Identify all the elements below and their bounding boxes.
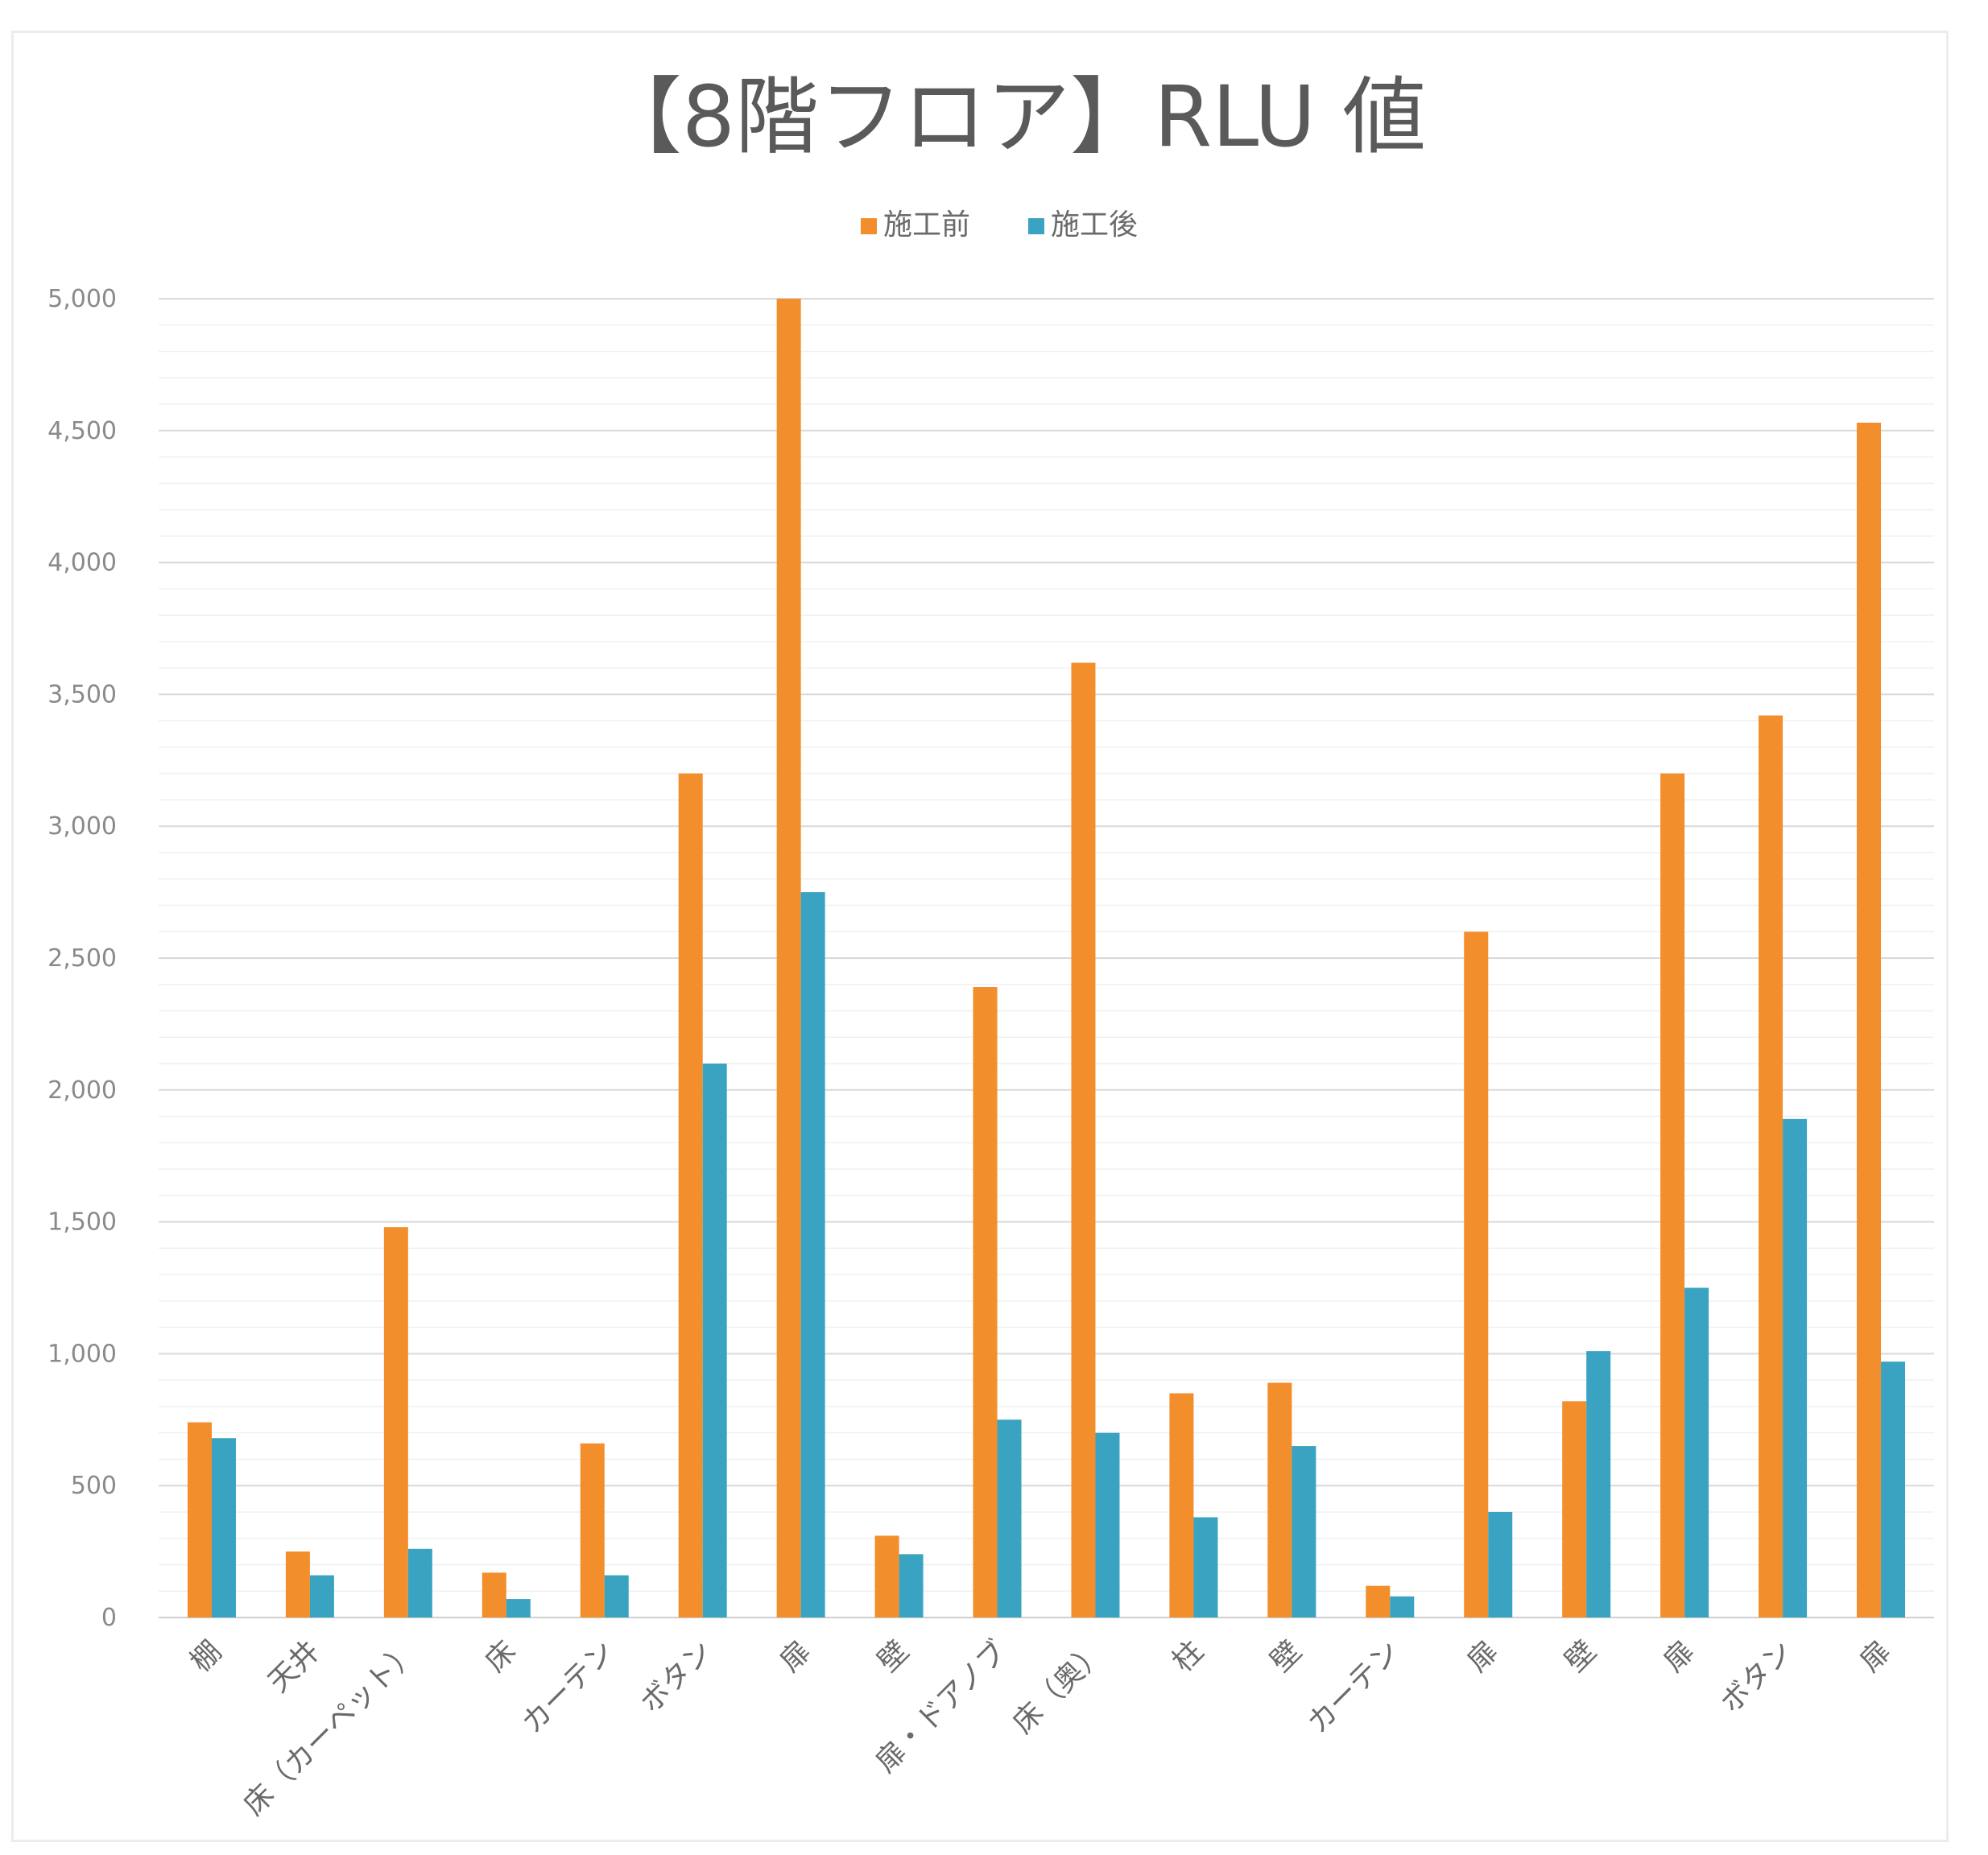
bar-after xyxy=(1095,1432,1120,1617)
y-tick-label: 4,500 xyxy=(48,417,117,445)
x-tick-label: 扉 xyxy=(1854,1634,1897,1678)
x-tick-label: ボタン xyxy=(634,1634,719,1719)
bar-after xyxy=(1684,1287,1709,1617)
x-tick-label: 棚 xyxy=(184,1634,228,1678)
legend-label: 施工後 xyxy=(1051,209,1138,242)
bar-after xyxy=(702,1064,727,1617)
bar-after xyxy=(997,1419,1022,1617)
legend-swatch xyxy=(861,218,877,234)
bar-before xyxy=(285,1551,310,1617)
x-tick-label: 柱 xyxy=(1166,1634,1209,1678)
x-tick-label: カーテン xyxy=(515,1634,621,1740)
x-axis: 棚天井床（カーペット） 床カーテン ボタン扉壁扉・ドアノブ床（奥）柱壁カーテン扉壁扉… xyxy=(184,1634,1898,1822)
bar-before xyxy=(1562,1401,1587,1617)
bar-before xyxy=(1660,773,1685,1618)
bar-before xyxy=(678,773,703,1618)
x-tick-label: 床（奥） xyxy=(1006,1634,1112,1740)
bar-after xyxy=(800,892,825,1617)
bars xyxy=(187,299,1906,1618)
y-tick-label: 2,500 xyxy=(48,944,117,973)
bar-before xyxy=(1857,422,1882,1618)
bar-after xyxy=(506,1599,531,1617)
bar-after xyxy=(1292,1446,1316,1617)
x-tick-label: 天井 xyxy=(262,1634,326,1699)
y-tick-label: 3,500 xyxy=(48,680,117,709)
x-tick-label: 扉 xyxy=(1461,1634,1504,1678)
x-tick-label: 床（カーペット） xyxy=(238,1634,425,1822)
bar-after xyxy=(407,1548,432,1617)
y-tick-label: 500 xyxy=(71,1472,117,1500)
x-tick-label: ボタン xyxy=(1714,1634,1799,1719)
bar-after xyxy=(1193,1517,1218,1617)
y-tick-label: 3,000 xyxy=(48,812,117,841)
bar-before xyxy=(776,299,801,1617)
x-tick-label: 扉 xyxy=(1657,1634,1701,1678)
x-tick-label: 壁 xyxy=(1264,1634,1308,1678)
bar-after xyxy=(309,1575,334,1617)
x-tick-label: 壁 xyxy=(871,1634,915,1678)
bar-before xyxy=(973,987,998,1617)
y-tick-label: 1,000 xyxy=(48,1340,117,1368)
bar-after xyxy=(899,1554,924,1617)
x-tick-label: 壁 xyxy=(1559,1634,1602,1678)
legend-label: 施工前 xyxy=(883,209,970,242)
y-tick-label: 4,000 xyxy=(48,549,117,577)
bar-before xyxy=(1071,663,1096,1617)
bar-after xyxy=(1586,1351,1611,1617)
bar-before xyxy=(1169,1393,1194,1617)
legend: 施工前 施工後 xyxy=(861,209,1138,242)
legend-swatch xyxy=(1028,218,1044,234)
x-tick-label: カーテン xyxy=(1301,1634,1407,1740)
bar-after xyxy=(604,1575,629,1617)
bar-before xyxy=(1759,715,1783,1618)
chart-frame: 【8階フロア】RLU 値 施工前 施工後 0 500 1,000 1,500 2,000 2… xyxy=(11,31,1949,1842)
bar-after xyxy=(1881,1361,1906,1617)
y-tick-label: 1,500 xyxy=(48,1208,117,1237)
grid xyxy=(159,298,1934,1618)
chart-svg: 【8階フロア】RLU 値 施工前 施工後 0 500 1,000 1,500 2,000 2… xyxy=(48,68,1934,1822)
bar-after xyxy=(211,1438,236,1617)
x-tick-label: 床 xyxy=(479,1634,523,1678)
bar-before xyxy=(1366,1585,1391,1617)
bar-before xyxy=(874,1535,899,1617)
bar-after xyxy=(1783,1118,1808,1617)
bar-before xyxy=(1464,932,1489,1617)
y-tick-label: 5,000 xyxy=(48,285,117,313)
y-tick-label: 2,000 xyxy=(48,1076,117,1105)
bar-before xyxy=(482,1572,506,1617)
bar-before xyxy=(187,1422,212,1617)
bar-before xyxy=(1267,1382,1292,1617)
bar-before xyxy=(580,1443,605,1617)
bar-after xyxy=(1488,1511,1513,1617)
bar-after xyxy=(1390,1596,1415,1617)
chart-title: 【8階フロア】RLU 値 xyxy=(598,68,1426,166)
x-tick-label: 扉 xyxy=(774,1634,817,1678)
y-tick-label: 0 xyxy=(101,1604,117,1632)
bar-before xyxy=(383,1227,408,1617)
y-axis: 0 500 1,000 1,500 2,000 2,500 3,000 3,500 4,000 4… xyxy=(48,285,117,1632)
